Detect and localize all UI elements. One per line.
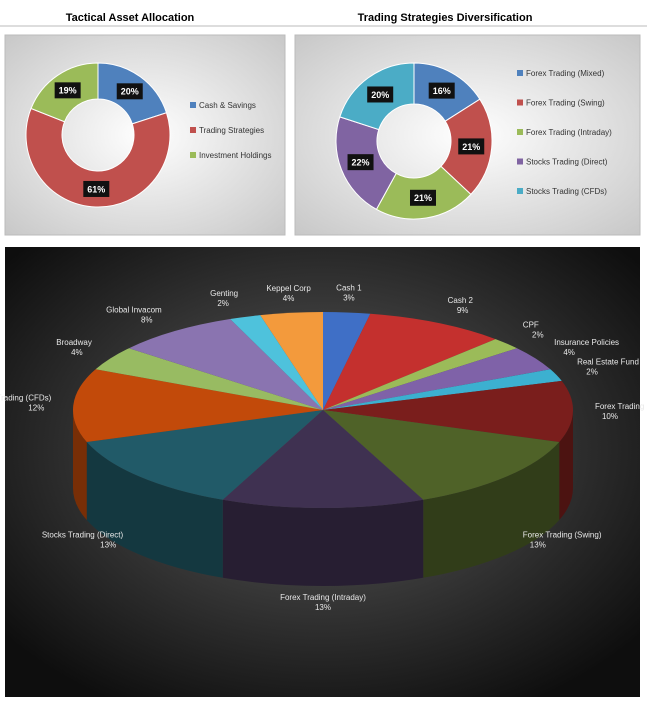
data-label: 12% (28, 404, 44, 413)
pie-slice (86, 410, 324, 500)
data-label-name: Insurance Policies (554, 338, 619, 347)
legend-label: Forex Trading (Swing) (526, 99, 605, 108)
legend-swatch (517, 99, 523, 106)
pie-slice (73, 369, 323, 443)
data-label: 61% (87, 184, 105, 194)
label-box (83, 180, 110, 197)
data-label: 10% (602, 412, 618, 421)
legend-label: Forex Trading (Intraday) (526, 128, 612, 137)
legend-swatch (517, 70, 523, 76)
data-label: 19% (59, 86, 77, 96)
slice-side (559, 410, 573, 521)
data-label: 4% (283, 294, 295, 303)
pie-slice (323, 312, 371, 410)
legend-label: Investment Holdings (199, 151, 271, 160)
pie-slice (323, 380, 574, 443)
label-box (347, 154, 374, 171)
donut-slice (25, 107, 171, 208)
data-label-name: CPF (523, 320, 539, 329)
data-label: 13% (100, 541, 116, 550)
data-label-name: Stocks Trading (CFDs) (0, 394, 52, 403)
data-label: 9% (457, 306, 469, 315)
data-label: 20% (121, 87, 139, 97)
data-label: 4% (563, 348, 575, 357)
data-label: 2% (586, 368, 598, 377)
data-label: 13% (530, 541, 546, 550)
data-label-name: Stocks Trading (Direct) (42, 531, 124, 540)
label-box (367, 86, 394, 103)
slice-side (73, 410, 87, 521)
pie-slice (260, 312, 323, 410)
pie-slice (95, 348, 323, 410)
slice-side (86, 442, 223, 578)
data-label: 13% (315, 603, 331, 612)
legend-label: Stocks Trading (Direct) (526, 158, 608, 167)
data-label-name: Broadway (56, 338, 92, 347)
pie-slice (222, 410, 424, 508)
legend-label: Forex Trading (Mixed) (526, 69, 605, 78)
data-label-name: Forex Trading (Swing) (523, 531, 602, 540)
pie-slice (323, 369, 562, 410)
label-box (428, 82, 455, 99)
data-label-name: Keppel Corp (266, 284, 311, 293)
data-label-name: Forex Trading (Intraday) (280, 593, 366, 602)
data-label: 20% (371, 90, 389, 100)
data-label: 4% (71, 348, 83, 357)
data-label-name: Real Estate Fund (577, 358, 639, 367)
label-box (458, 138, 485, 155)
data-label: 8% (141, 316, 153, 325)
slice-side (423, 442, 560, 578)
legend-swatch (190, 152, 196, 158)
pie-slice (128, 319, 323, 410)
pie-slice (323, 313, 496, 410)
legend-swatch (190, 102, 196, 108)
label-box (116, 83, 143, 100)
legend-swatch (517, 158, 523, 165)
pie-slice (323, 348, 551, 410)
data-label: 21% (414, 193, 432, 203)
legend-swatch (517, 188, 523, 194)
data-label-name: Cash 1 (336, 284, 362, 293)
data-label-name: Forex Trading (Mixed) (595, 402, 647, 411)
chart-title: Trading Strategies Diversification (358, 12, 533, 24)
legend-swatch (190, 127, 196, 133)
data-label-name: Cash 2 (448, 296, 474, 305)
label-box (409, 189, 436, 206)
label-box (54, 82, 81, 99)
chart-title: Tactical Asset Allocation (66, 12, 195, 24)
pie-slice (230, 315, 323, 410)
data-label: 2% (217, 299, 229, 308)
data-label: 22% (352, 158, 370, 168)
legend-label: Cash & Savings (199, 101, 256, 110)
pie-slice (323, 339, 518, 410)
data-label-name: Global Invacom (106, 306, 162, 315)
data-label: 21% (462, 142, 480, 152)
slice-side (222, 499, 424, 586)
pie-slice (323, 410, 560, 500)
legend-swatch (517, 129, 523, 135)
data-label: 16% (433, 86, 451, 96)
data-label: 3% (343, 294, 355, 303)
legend-label: Stocks Trading (CFDs) (526, 187, 607, 196)
data-label: 2% (532, 330, 544, 339)
data-label-name: Genting (210, 289, 238, 298)
legend-label: Trading Strategies (199, 126, 264, 135)
